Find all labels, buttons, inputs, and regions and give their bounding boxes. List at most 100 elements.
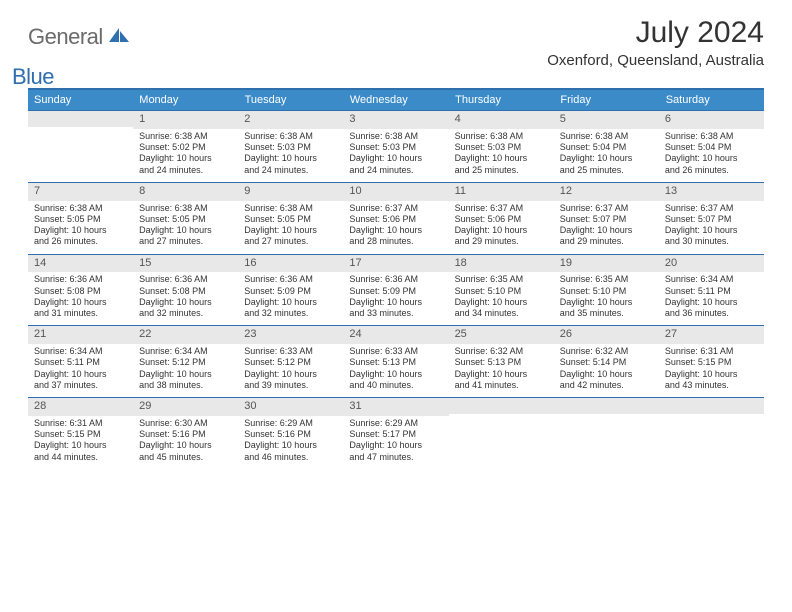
- day-cell: 24Sunrise: 6:33 AMSunset: 5:13 PMDayligh…: [343, 326, 448, 397]
- day-cell: [449, 398, 554, 469]
- day-daylight1: Daylight: 10 hours: [560, 297, 653, 308]
- day-daylight2: and 27 minutes.: [244, 236, 337, 247]
- day-cell: 6Sunrise: 6:38 AMSunset: 5:04 PMDaylight…: [659, 111, 764, 182]
- day-number: [554, 398, 659, 414]
- day-content: Sunrise: 6:36 AMSunset: 5:08 PMDaylight:…: [28, 272, 133, 325]
- day-daylight2: and 24 minutes.: [349, 165, 442, 176]
- day-daylight1: Daylight: 10 hours: [560, 369, 653, 380]
- day-sunrise: Sunrise: 6:31 AM: [665, 346, 758, 357]
- day-sunrise: Sunrise: 6:34 AM: [665, 274, 758, 285]
- day-content: Sunrise: 6:37 AMSunset: 5:07 PMDaylight:…: [554, 201, 659, 254]
- day-sunset: Sunset: 5:05 PM: [244, 214, 337, 225]
- day-daylight2: and 31 minutes.: [34, 308, 127, 319]
- day-sunrise: Sunrise: 6:35 AM: [560, 274, 653, 285]
- day-content: Sunrise: 6:38 AMSunset: 5:02 PMDaylight:…: [133, 129, 238, 182]
- header: General Blue July 2024 Oxenford, Queensl…: [0, 0, 792, 82]
- day-cell: 26Sunrise: 6:32 AMSunset: 5:14 PMDayligh…: [554, 326, 659, 397]
- logo: General Blue: [28, 16, 131, 76]
- day-content: Sunrise: 6:38 AMSunset: 5:03 PMDaylight:…: [343, 129, 448, 182]
- day-content: Sunrise: 6:31 AMSunset: 5:15 PMDaylight:…: [659, 344, 764, 397]
- day-number: 2: [238, 111, 343, 129]
- day-content: Sunrise: 6:36 AMSunset: 5:09 PMDaylight:…: [343, 272, 448, 325]
- logo-text-blue: Blue: [12, 64, 115, 90]
- day-daylight1: Daylight: 10 hours: [349, 440, 442, 451]
- day-content: Sunrise: 6:38 AMSunset: 5:03 PMDaylight:…: [238, 129, 343, 182]
- day-sunrise: Sunrise: 6:38 AM: [139, 203, 232, 214]
- location: Oxenford, Queensland, Australia: [547, 52, 764, 69]
- day-daylight2: and 24 minutes.: [244, 165, 337, 176]
- day-daylight2: and 27 minutes.: [139, 236, 232, 247]
- day-number: 6: [659, 111, 764, 129]
- day-daylight1: Daylight: 10 hours: [560, 153, 653, 164]
- day-content: Sunrise: 6:37 AMSunset: 5:07 PMDaylight:…: [659, 201, 764, 254]
- day-content: Sunrise: 6:33 AMSunset: 5:13 PMDaylight:…: [343, 344, 448, 397]
- day-cell: 13Sunrise: 6:37 AMSunset: 5:07 PMDayligh…: [659, 183, 764, 254]
- day-number: 24: [343, 326, 448, 344]
- day-daylight1: Daylight: 10 hours: [455, 225, 548, 236]
- day-number: 28: [28, 398, 133, 416]
- day-sunset: Sunset: 5:12 PM: [139, 357, 232, 368]
- day-daylight1: Daylight: 10 hours: [34, 297, 127, 308]
- day-number: 5: [554, 111, 659, 129]
- day-number: [659, 398, 764, 414]
- day-sunset: Sunset: 5:13 PM: [349, 357, 442, 368]
- day-sunset: Sunset: 5:02 PM: [139, 142, 232, 153]
- day-daylight2: and 29 minutes.: [455, 236, 548, 247]
- day-number: 4: [449, 111, 554, 129]
- day-sunset: Sunset: 5:16 PM: [139, 429, 232, 440]
- day-daylight2: and 34 minutes.: [455, 308, 548, 319]
- day-sunset: Sunset: 5:12 PM: [244, 357, 337, 368]
- day-sunset: Sunset: 5:11 PM: [665, 286, 758, 297]
- calendar: Sunday Monday Tuesday Wednesday Thursday…: [28, 88, 764, 469]
- day-cell: 14Sunrise: 6:36 AMSunset: 5:08 PMDayligh…: [28, 255, 133, 326]
- day-daylight2: and 38 minutes.: [139, 380, 232, 391]
- day-cell: 1Sunrise: 6:38 AMSunset: 5:02 PMDaylight…: [133, 111, 238, 182]
- day-daylight2: and 26 minutes.: [34, 236, 127, 247]
- day-number: [28, 111, 133, 127]
- day-daylight2: and 35 minutes.: [560, 308, 653, 319]
- day-content: Sunrise: 6:32 AMSunset: 5:14 PMDaylight:…: [554, 344, 659, 397]
- day-content: Sunrise: 6:34 AMSunset: 5:11 PMDaylight:…: [28, 344, 133, 397]
- day-daylight1: Daylight: 10 hours: [665, 369, 758, 380]
- day-daylight1: Daylight: 10 hours: [560, 225, 653, 236]
- day-number: 12: [554, 183, 659, 201]
- day-cell: 30Sunrise: 6:29 AMSunset: 5:16 PMDayligh…: [238, 398, 343, 469]
- day-number: 27: [659, 326, 764, 344]
- day-daylight2: and 40 minutes.: [349, 380, 442, 391]
- week-row: 14Sunrise: 6:36 AMSunset: 5:08 PMDayligh…: [28, 254, 764, 326]
- day-cell: 4Sunrise: 6:38 AMSunset: 5:03 PMDaylight…: [449, 111, 554, 182]
- weekday-header: Sunday: [28, 90, 133, 110]
- day-sunrise: Sunrise: 6:32 AM: [560, 346, 653, 357]
- day-number: [449, 398, 554, 414]
- day-sunrise: Sunrise: 6:38 AM: [34, 203, 127, 214]
- day-sunrise: Sunrise: 6:38 AM: [665, 131, 758, 142]
- day-cell: 9Sunrise: 6:38 AMSunset: 5:05 PMDaylight…: [238, 183, 343, 254]
- day-daylight1: Daylight: 10 hours: [349, 153, 442, 164]
- day-cell: 25Sunrise: 6:32 AMSunset: 5:13 PMDayligh…: [449, 326, 554, 397]
- day-sunrise: Sunrise: 6:37 AM: [560, 203, 653, 214]
- day-daylight1: Daylight: 10 hours: [349, 297, 442, 308]
- day-sunrise: Sunrise: 6:36 AM: [244, 274, 337, 285]
- day-number: 29: [133, 398, 238, 416]
- day-sunrise: Sunrise: 6:38 AM: [455, 131, 548, 142]
- day-daylight2: and 26 minutes.: [665, 165, 758, 176]
- day-number: 7: [28, 183, 133, 201]
- day-daylight2: and 36 minutes.: [665, 308, 758, 319]
- day-daylight2: and 24 minutes.: [139, 165, 232, 176]
- day-sunset: Sunset: 5:10 PM: [560, 286, 653, 297]
- day-sunrise: Sunrise: 6:34 AM: [139, 346, 232, 357]
- month-title: July 2024: [547, 16, 764, 50]
- day-daylight1: Daylight: 10 hours: [244, 440, 337, 451]
- day-daylight2: and 37 minutes.: [34, 380, 127, 391]
- day-sunrise: Sunrise: 6:37 AM: [349, 203, 442, 214]
- day-content: Sunrise: 6:38 AMSunset: 5:03 PMDaylight:…: [449, 129, 554, 182]
- day-daylight2: and 45 minutes.: [139, 452, 232, 463]
- day-cell: 18Sunrise: 6:35 AMSunset: 5:10 PMDayligh…: [449, 255, 554, 326]
- day-daylight1: Daylight: 10 hours: [665, 297, 758, 308]
- day-sunset: Sunset: 5:05 PM: [139, 214, 232, 225]
- day-sunrise: Sunrise: 6:35 AM: [455, 274, 548, 285]
- day-cell: 12Sunrise: 6:37 AMSunset: 5:07 PMDayligh…: [554, 183, 659, 254]
- day-daylight2: and 32 minutes.: [139, 308, 232, 319]
- day-number: 15: [133, 255, 238, 273]
- day-number: 25: [449, 326, 554, 344]
